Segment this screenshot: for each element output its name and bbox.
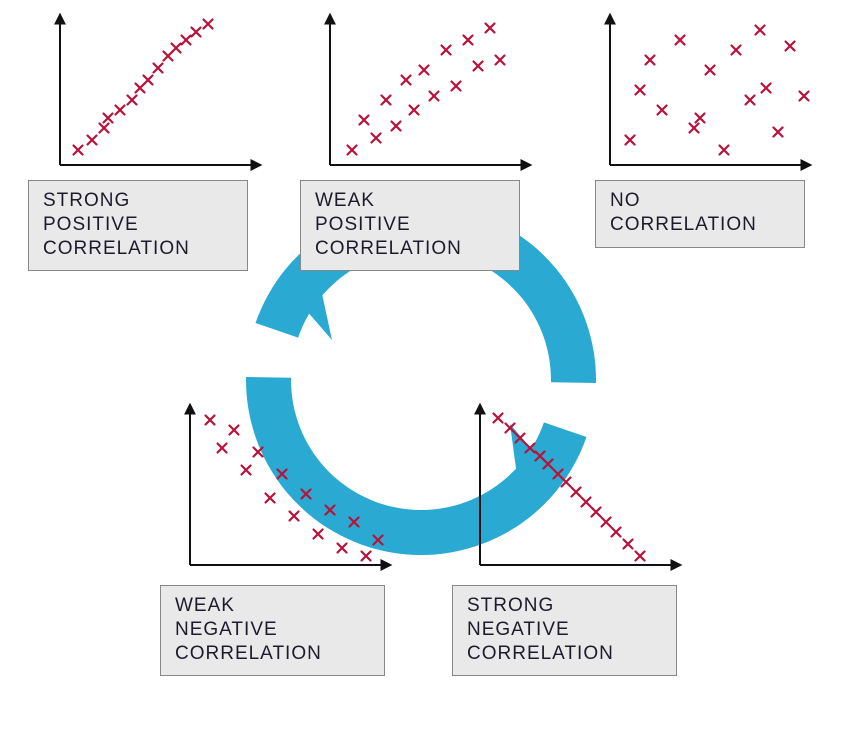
strong_negative-label: STRONG NEGATIVE CORRELATION	[452, 585, 677, 676]
strong_positive-label: STRONG POSITIVE CORRELATION	[28, 180, 248, 271]
weak_positive-axes	[330, 15, 530, 165]
no_correlation-scatter	[626, 26, 809, 155]
strong_positive-scatter	[74, 20, 213, 155]
diagram-stage: STRONG POSITIVE CORRELATION WEAK POSITIVE…	[0, 0, 843, 732]
no_correlation-label: NO CORRELATION	[595, 180, 805, 248]
weak_positive-scatter	[348, 24, 505, 155]
weak_negative-label: WEAK NEGATIVE CORRELATION	[160, 585, 385, 676]
diagram-svg	[0, 0, 843, 732]
weak_positive-label: WEAK POSITIVE CORRELATION	[300, 180, 520, 271]
